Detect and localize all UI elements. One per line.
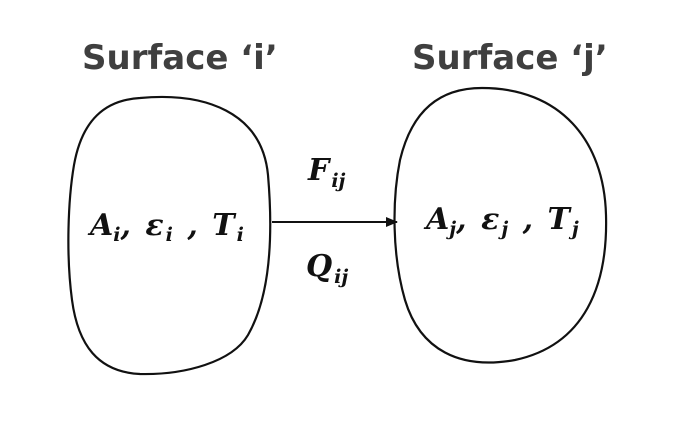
surface-i-area-sub: i xyxy=(113,224,120,246)
surface-j-area-sub: j xyxy=(445,218,456,240)
surface-j-comma-2: , xyxy=(522,202,533,237)
surface-j-shape xyxy=(393,86,608,364)
surface-i-comma-2: , xyxy=(186,208,197,243)
heat-rate-symbol: Q xyxy=(306,249,332,284)
surface-i-temperature: T xyxy=(212,208,237,243)
surface-i-shape xyxy=(67,95,272,376)
surface-i-emissivity: ε xyxy=(145,208,163,243)
view-factor-sub: ij xyxy=(331,170,345,192)
surface-j-area: A xyxy=(423,202,449,237)
surface-j-emissivity: ε xyxy=(481,202,499,237)
surface-j-temperature: T xyxy=(548,202,573,237)
surface-j-temperature-sub: j xyxy=(568,218,579,240)
surface-j-emissivity-sub: j xyxy=(497,218,508,240)
surface-i-comma-1: , xyxy=(120,208,131,243)
surface-j-comma-1: , xyxy=(455,202,466,237)
surface-i-title: Surface ‘i’ xyxy=(82,38,278,78)
surface-i-temperature-sub: i xyxy=(237,224,244,246)
surface-i-area: A xyxy=(87,208,113,243)
surface-j-title: Surface ‘j’ xyxy=(412,38,608,78)
heat-rate-sub: ij xyxy=(334,266,348,288)
view-factor-symbol: F xyxy=(307,153,332,188)
surface-i-emissivity-sub: i xyxy=(166,224,173,246)
